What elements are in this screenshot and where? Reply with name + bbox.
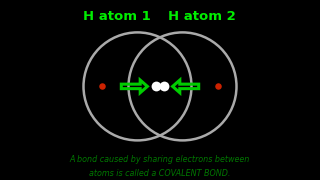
Text: atoms is called a COVALENT BOND.: atoms is called a COVALENT BOND.: [89, 169, 231, 178]
Point: [100, 85, 105, 88]
Point: [154, 85, 159, 88]
Text: A bond caused by sharing electrons between: A bond caused by sharing electrons betwe…: [70, 155, 250, 164]
Text: H atom 2: H atom 2: [168, 10, 235, 23]
Point: [161, 85, 166, 88]
Text: H atom 1: H atom 1: [83, 10, 151, 23]
Point: [215, 85, 220, 88]
